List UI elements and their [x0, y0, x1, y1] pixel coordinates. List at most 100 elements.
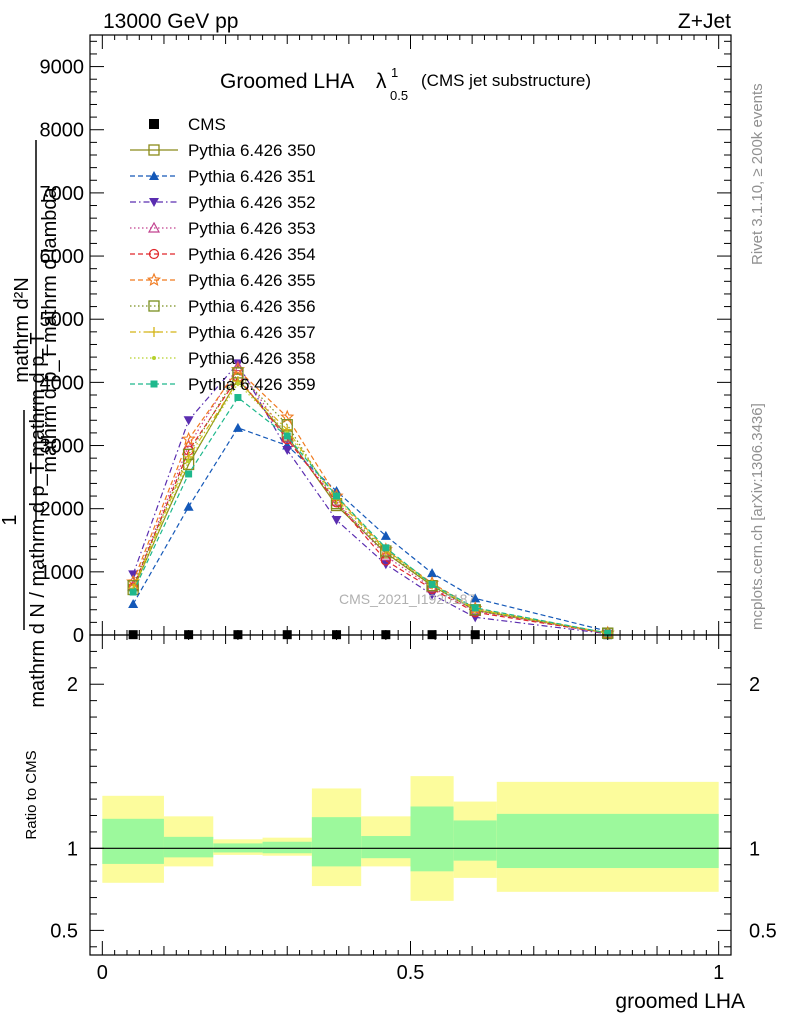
- data-point: [470, 593, 481, 603]
- main-y-tick-label: 5000: [40, 309, 85, 331]
- main-y-tick-label: 7000: [40, 183, 85, 205]
- ylabel-frac2-den: mathrm d N / mathrm d p_T mathrm d p_T: [27, 332, 49, 707]
- header-right: Z+Jet: [678, 10, 731, 33]
- main-frame: [89, 34, 732, 636]
- legend-item: Pythia 6.426 357: [130, 323, 316, 342]
- data-point: [428, 580, 436, 588]
- ratio-y-tick-label: 2: [67, 674, 78, 696]
- legend-item: Pythia 6.426 358: [130, 349, 316, 368]
- ratio-y-tick-label: 0.5: [50, 920, 78, 942]
- ratio-stat-band: [311, 817, 362, 867]
- ratio-y-tick-label-right: 1: [749, 838, 760, 860]
- legend-item: Pythia 6.426 354: [130, 245, 316, 264]
- data-point: [129, 588, 137, 596]
- data-point: [183, 416, 194, 426]
- legend-label: Pythia 6.426 357: [188, 323, 316, 342]
- legend-label: Pythia 6.426 352: [188, 193, 316, 212]
- series-pythia-6-426-359: [129, 394, 612, 637]
- x-axis-label: groomed LHA: [615, 990, 745, 1013]
- main-y-tick-label: 0: [73, 625, 84, 647]
- data-point: [331, 516, 342, 526]
- data-point: [147, 221, 161, 233]
- series-line: [132, 365, 608, 634]
- data-point: [471, 604, 479, 612]
- legend-label: CMS: [188, 115, 226, 134]
- ratio-stat-band: [102, 818, 164, 864]
- plot-title-suffix: (CMS jet substructure): [421, 71, 591, 90]
- data-point: [181, 431, 196, 446]
- data-point: [185, 470, 193, 478]
- data-point: [427, 568, 438, 578]
- data-point: [149, 119, 159, 129]
- ratio-bands: [90, 776, 731, 901]
- data-point: [231, 360, 244, 372]
- data-point: [148, 300, 160, 312]
- legend-item: Pythia 6.426 355: [130, 271, 316, 290]
- main-y-tick-label: 6000: [40, 246, 85, 268]
- legend-label: Pythia 6.426 358: [188, 349, 316, 368]
- main-plot-axes: 0 1000 2000 3000 4000 5000 6000 7000 8000 9000: [40, 34, 732, 647]
- data-point: [148, 144, 160, 156]
- data-point: [382, 544, 390, 552]
- data-point: [150, 380, 158, 388]
- data-point: [604, 629, 612, 637]
- mcplots-label: mcplots.cern.ch [arXiv:1306.3436]: [749, 403, 766, 630]
- data-point: [128, 599, 139, 609]
- ratio-plot-axes: 0 0.5 1 0.5 0.5 1 1 2 2: [50, 634, 777, 984]
- plot-title: Groomed LHA λ 1 0.5 (CMS jet substructur…: [220, 65, 591, 103]
- legend-item: CMS: [149, 115, 226, 134]
- ratio-stat-band: [262, 841, 312, 854]
- ratio-y-tick-label: 1: [67, 838, 78, 860]
- main-y-tick-label: 9000: [40, 57, 85, 79]
- legend-item: Pythia 6.426 353: [130, 219, 316, 238]
- legend-label: Pythia 6.426 351: [188, 167, 316, 186]
- legend-item: Pythia 6.426 359: [130, 375, 316, 394]
- main-y-tick-label: 8000: [40, 120, 85, 142]
- data-point: [186, 459, 191, 464]
- data-point: [333, 492, 341, 500]
- legend-label: Pythia 6.426 359: [188, 375, 316, 394]
- legend-label: Pythia 6.426 356: [188, 297, 316, 316]
- ratio-y-label: Ratio to CMS: [23, 750, 40, 839]
- legend-item: Pythia 6.426 350: [130, 141, 316, 160]
- watermark: CMS_2021_I1920187: [339, 591, 475, 607]
- data-point: [380, 530, 391, 540]
- main-y-tick-label: 1000: [40, 562, 85, 584]
- header-left: 13000 GeV pp: [103, 10, 238, 33]
- legend-item: Pythia 6.426 352: [130, 193, 316, 212]
- data-point: [148, 248, 160, 260]
- main-y-tick-label: 3000: [40, 436, 85, 458]
- main-y-tick-label: 2000: [40, 499, 85, 521]
- ratio-stat-band: [453, 820, 497, 861]
- plot-title-sup: 1: [391, 65, 398, 80]
- legend-label: Pythia 6.426 353: [188, 219, 316, 238]
- x-tick-label: 0: [97, 962, 108, 984]
- legend-label: Pythia 6.426 350: [188, 141, 316, 160]
- x-tick-label: 0.5: [397, 962, 425, 984]
- data-point: [282, 445, 293, 455]
- ratio-stat-band: [361, 836, 411, 859]
- ylabel-frac1-num: mathrm d²N: [11, 277, 33, 383]
- legend-label: Pythia 6.426 354: [188, 245, 316, 264]
- main-y-label: mathrm d²N mathrm d p_T mathrm d lambda: [11, 140, 61, 520]
- main-y-tick-label: 4000: [40, 372, 85, 394]
- data-point: [283, 432, 291, 440]
- ylabel-frac1-den: mathrm d p_T mathrm d lambda: [39, 186, 61, 472]
- x-tick-label: 1: [713, 962, 724, 984]
- plot-title-main: Groomed LHA: [220, 70, 354, 93]
- ratio-stat-band: [410, 806, 454, 872]
- rivet-label: Rivet 3.1.10, ≥ 200k events: [749, 83, 766, 265]
- legend-item: Pythia 6.426 351: [130, 167, 316, 186]
- series-line: [132, 371, 608, 634]
- ratio-y-tick-label-right: 2: [749, 674, 760, 696]
- legend-item: Pythia 6.426 356: [130, 297, 316, 316]
- data-point: [149, 327, 159, 337]
- data-point: [232, 422, 243, 432]
- ylabel-frac2-num: 1: [0, 514, 21, 525]
- legend-label: Pythia 6.426 355: [188, 271, 316, 290]
- ratio-stat-band: [496, 813, 719, 869]
- data-point: [183, 501, 194, 511]
- data-point: [235, 381, 240, 386]
- ratio-y-tick-label-right: 0.5: [749, 920, 777, 942]
